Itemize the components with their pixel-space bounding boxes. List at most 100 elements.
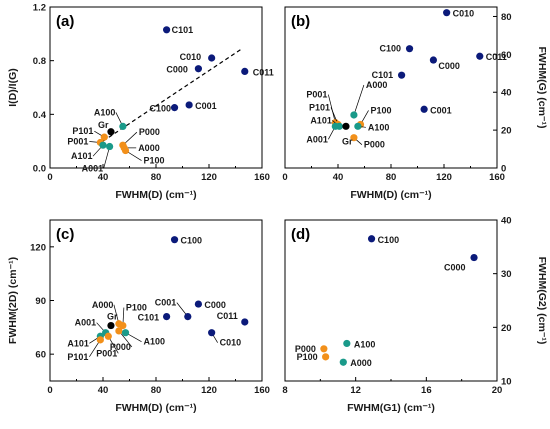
x-tick-label: 0	[47, 172, 52, 183]
point-label-c100: C100	[380, 44, 402, 54]
point-label-a100: A100	[94, 107, 116, 117]
data-point-c100	[405, 45, 414, 53]
panel-label: (a)	[56, 13, 74, 30]
point-label-p001: P001	[67, 137, 88, 147]
point-label-a000: A000	[92, 300, 114, 310]
data-point-c001	[420, 105, 428, 113]
point-label-p100: P100	[371, 105, 392, 115]
point-label-c001: C001	[195, 101, 217, 111]
x-axis-title: FWHM(D) (cm⁻¹)	[350, 189, 431, 201]
point-label-a100: A100	[368, 122, 390, 132]
leader-line	[103, 146, 110, 169]
data-point-p000	[320, 345, 328, 353]
data-point-c001	[184, 313, 192, 321]
y-tick-label: 40	[501, 216, 512, 227]
y-axis-title: FWHM(G2) (cm⁻¹)	[536, 257, 548, 345]
point-label-c101: C101	[372, 70, 394, 80]
panel-label: (c)	[56, 226, 74, 243]
data-point-c100	[170, 104, 179, 112]
point-label-p000: P000	[295, 344, 316, 354]
point-label-c000: C000	[166, 65, 188, 75]
y-tick-label: 120	[30, 242, 46, 253]
point-label-p000: P000	[110, 342, 131, 352]
point-label-p101: P101	[309, 102, 330, 112]
panel-label: (b)	[291, 13, 310, 30]
data-point-a100	[354, 122, 362, 130]
point-label-c000: C000	[444, 263, 466, 273]
x-tick-label: 80	[151, 385, 162, 396]
point-label-a100: A100	[354, 339, 376, 349]
y-tick-label: 1.2	[33, 3, 46, 14]
data-point-a101	[99, 141, 107, 149]
x-tick-label: 40	[98, 172, 109, 183]
x-tick-label: 20	[492, 385, 503, 396]
data-point-c101	[163, 313, 171, 321]
data-point-c000	[194, 300, 202, 308]
x-tick-label: 120	[201, 385, 217, 396]
leader-line	[328, 94, 336, 123]
y-tick-label: 60	[35, 350, 46, 361]
x-axis-title: FWHM(D) (cm⁻¹)	[115, 402, 196, 414]
point-label-a100: A100	[144, 337, 166, 347]
data-point-a001	[106, 142, 114, 151]
x-tick-label: 40	[98, 385, 109, 396]
data-point-c011	[241, 318, 249, 326]
point-label-p101: P101	[67, 352, 88, 362]
panel-label: (d)	[291, 226, 310, 243]
x-tick-label: 8	[282, 385, 287, 396]
data-point-p000	[115, 327, 123, 335]
x-axis-title: FWHM(D) (cm⁻¹)	[115, 189, 196, 201]
data-point-c100	[170, 236, 179, 244]
point-label-gr: Gr	[342, 136, 353, 146]
point-label-p001: P001	[306, 90, 327, 100]
leader-line	[353, 84, 365, 116]
data-point-p100	[119, 321, 127, 330]
y-tick-label: 60	[501, 50, 512, 61]
y-axis-title: FWHM(G) (cm⁻¹)	[536, 47, 548, 129]
x-tick-label: 120	[436, 172, 452, 183]
x-tick-label: 160	[254, 385, 270, 396]
point-label-a001: A001	[306, 134, 328, 144]
data-point-p100	[322, 353, 330, 361]
point-label-a001: A001	[82, 164, 104, 174]
point-label-c100: C100	[378, 235, 400, 245]
point-label-p000: P000	[139, 127, 160, 137]
y-tick-label: 30	[501, 269, 512, 280]
y-tick-label: 40	[501, 88, 512, 99]
data-point-c010	[443, 9, 451, 17]
y-axis-title: I(D)/I(G)	[7, 68, 19, 107]
panel-a	[49, 6, 263, 169]
point-label-p001: P001	[96, 348, 117, 358]
data-point-c010	[208, 54, 216, 62]
data-point-gr	[107, 321, 115, 330]
panel-c	[49, 219, 263, 382]
data-point-p101	[96, 336, 104, 344]
point-label-c101: C101	[172, 25, 194, 35]
point-label-a101: A101	[67, 338, 89, 348]
point-label-c010: C010	[180, 52, 202, 62]
y-tick-label: 0	[501, 164, 506, 175]
x-tick-label: 0	[282, 172, 287, 183]
point-label-p100: P100	[144, 156, 165, 166]
data-point-c000	[470, 253, 478, 262]
data-point-c100	[367, 235, 376, 243]
x-tick-label: 160	[254, 172, 270, 183]
data-point-gr	[107, 128, 115, 136]
data-point-c000	[429, 56, 437, 64]
data-point-c001	[185, 101, 193, 109]
y-tick-label: 20	[501, 126, 512, 137]
y-tick-label: 0.0	[33, 164, 46, 175]
data-point-a000	[350, 111, 358, 119]
data-point-c010	[208, 329, 216, 337]
point-label-c010: C010	[220, 338, 242, 348]
point-label-c011: C011	[217, 311, 238, 321]
y-tick-label: 0.4	[33, 110, 47, 121]
point-label-a000: A000	[138, 143, 160, 153]
point-label-c101: C101	[138, 313, 160, 323]
point-label-a000: A000	[366, 80, 388, 90]
point-label-gr: Gr	[98, 120, 109, 130]
data-point-c101	[163, 26, 171, 34]
x-tick-label: 160	[489, 172, 505, 183]
y-tick-label: 90	[35, 296, 46, 307]
